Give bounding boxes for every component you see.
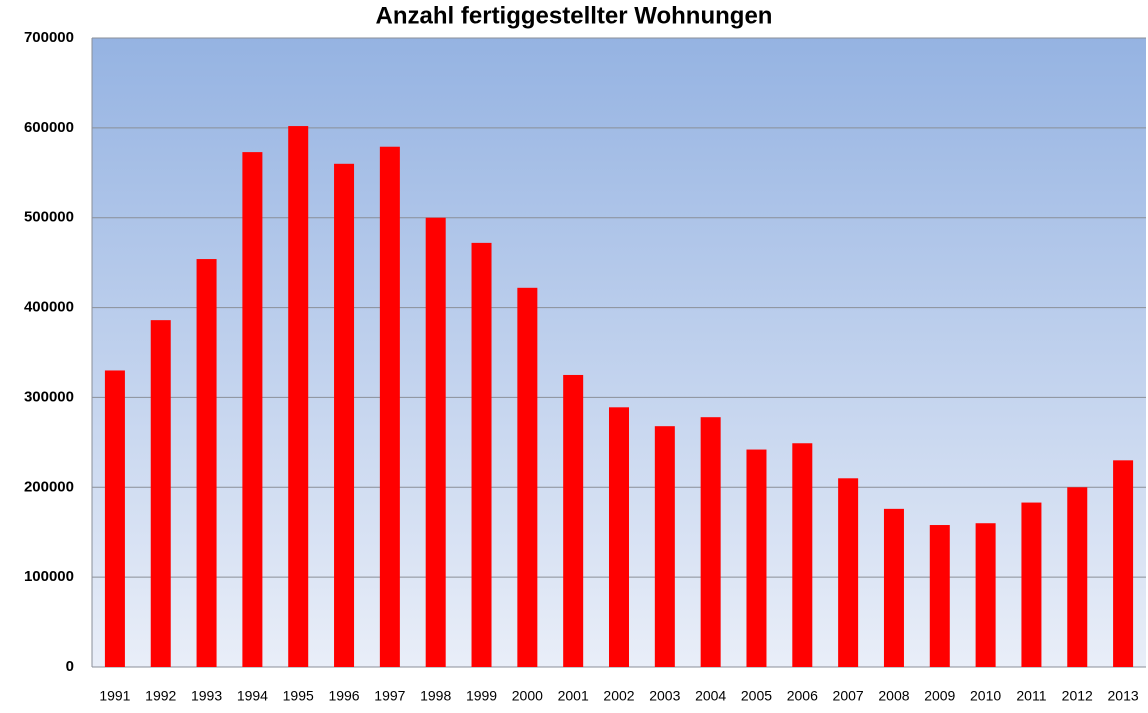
x-tick-label: 2003	[649, 688, 680, 704]
bar	[150, 320, 171, 667]
chart-title: Anzahl fertiggestellter Wohnungen	[376, 2, 773, 29]
x-tick-label: 2001	[558, 688, 589, 704]
bar	[104, 370, 125, 667]
x-tick-label: 1994	[237, 688, 268, 704]
bar	[1113, 460, 1134, 667]
bar	[975, 523, 996, 667]
bar	[425, 217, 446, 667]
bar	[563, 374, 584, 667]
bar	[1021, 502, 1042, 667]
x-tick-label: 2007	[833, 688, 864, 704]
x-tick-label: 2012	[1062, 688, 1093, 704]
bar	[654, 426, 675, 667]
bar	[517, 287, 538, 667]
y-tick-label: 600000	[24, 119, 74, 136]
bar	[334, 163, 355, 668]
y-tick-label: 300000	[24, 388, 74, 405]
y-tick-label: 0	[66, 658, 74, 675]
y-tick-label: 500000	[24, 209, 74, 226]
x-tick-label: 2006	[787, 688, 818, 704]
bar	[929, 525, 950, 667]
bar	[379, 146, 400, 667]
bar	[838, 478, 859, 667]
bar	[609, 407, 629, 667]
x-tick-label: 1993	[191, 688, 222, 704]
x-tick-label: 1992	[145, 688, 176, 704]
y-tick-label: 400000	[24, 299, 74, 316]
bar	[471, 242, 492, 668]
y-tick-label: 700000	[24, 29, 74, 46]
x-tick-label: 1999	[466, 688, 497, 704]
y-tick-label: 100000	[24, 568, 74, 585]
x-tick-label: 2002	[603, 688, 634, 704]
x-tick-label: 2013	[1108, 688, 1139, 704]
bar	[792, 443, 813, 667]
x-tick-label: 1997	[374, 688, 405, 704]
bar	[883, 508, 904, 667]
bar	[1067, 487, 1088, 667]
x-tick-label: 1998	[420, 688, 451, 704]
x-tick-label: 2011	[1016, 688, 1046, 704]
y-tick-label: 200000	[24, 478, 74, 495]
x-tick-label: 2005	[741, 688, 772, 704]
x-tick-label: 2008	[878, 688, 909, 704]
x-tick-label: 1995	[283, 688, 314, 704]
bar	[746, 449, 767, 667]
bar	[242, 152, 263, 667]
bar	[196, 259, 217, 667]
bar	[700, 417, 721, 667]
x-tick-label: 2000	[512, 688, 543, 704]
x-tick-label: 2010	[970, 688, 1001, 704]
x-tick-label: 1996	[328, 688, 359, 704]
bar	[288, 126, 309, 667]
x-tick-label: 2009	[924, 688, 955, 704]
x-tick-label: 2004	[695, 688, 726, 704]
x-tick-label: 1991	[99, 688, 130, 704]
